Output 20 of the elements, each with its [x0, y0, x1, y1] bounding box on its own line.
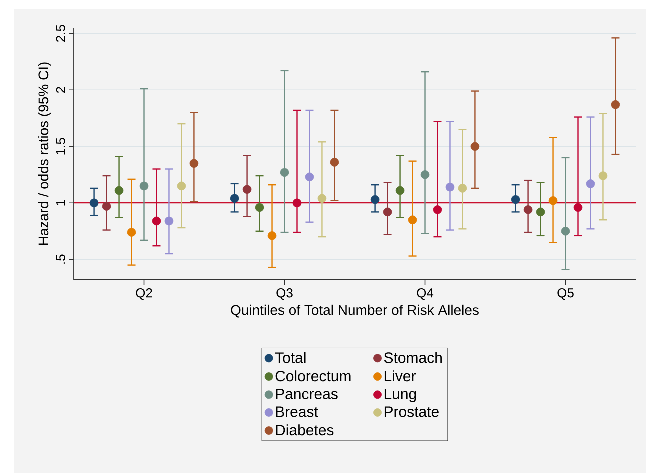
legend-label: Pancreas [276, 388, 338, 400]
legend-label: Colorectum [276, 370, 351, 382]
x-tick-label: Q2 [136, 288, 152, 300]
y-tick-label: 1.5 [56, 138, 66, 155]
x-tick-label: Q5 [558, 288, 574, 300]
y-tick-label: .5 [56, 254, 66, 264]
legend-label: Stomach [384, 352, 442, 364]
legend-label: Diabetes [276, 424, 334, 436]
legend-label: Prostate [384, 406, 439, 418]
x-tick-label: Q3 [276, 288, 293, 300]
legend-label: Lung [384, 388, 416, 402]
y-tick-label: 2 [56, 87, 66, 94]
y-axis-title: Hazard / odds ratios (95% CI) [38, 62, 52, 246]
legend-label: Total [275, 352, 306, 364]
y-tick-label: 1 [56, 200, 66, 206]
legend-label: Breast [276, 406, 318, 418]
legend-label: Liver [384, 370, 416, 382]
x-axis-title: Quintiles of Total Number of Risk Alleles [231, 304, 479, 318]
x-tick-label: Q4 [417, 288, 434, 300]
y-tick-label: 2.5 [56, 25, 66, 42]
